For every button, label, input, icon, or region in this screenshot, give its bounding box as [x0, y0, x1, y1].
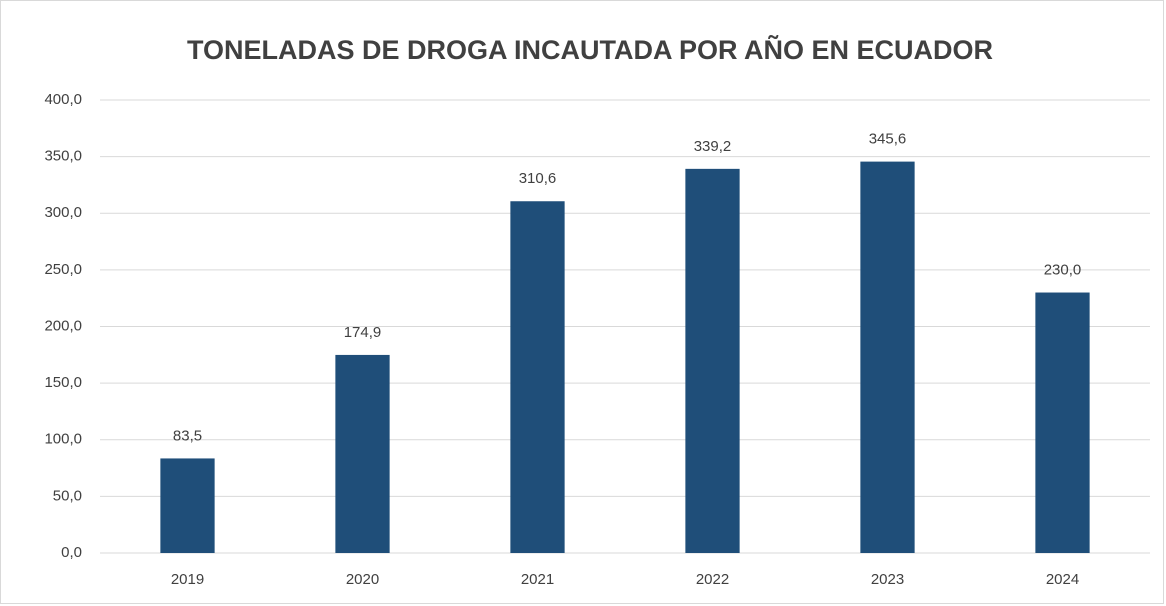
data-label: 345,6 [869, 131, 907, 148]
x-tick-label: 2024 [1046, 571, 1079, 588]
y-tick-label: 150,0 [44, 374, 82, 391]
bar [335, 354, 390, 553]
bar [510, 201, 565, 554]
y-tick-label: 0,0 [61, 544, 82, 561]
bar [1035, 292, 1090, 553]
data-label: 230,0 [1044, 261, 1082, 278]
y-tick-label: 200,0 [44, 317, 82, 334]
y-tick-label: 100,0 [44, 431, 82, 448]
y-tick-label: 300,0 [44, 204, 82, 221]
x-tick-label: 2021 [521, 571, 554, 588]
y-tick-label: 250,0 [44, 261, 82, 278]
y-tick-label: 400,0 [44, 91, 82, 108]
bar [685, 168, 740, 553]
x-tick-label: 2020 [346, 571, 379, 588]
y-tick-label: 50,0 [53, 487, 82, 504]
x-tick-label: 2023 [871, 571, 904, 588]
data-label: 83,5 [173, 427, 202, 444]
bar [160, 458, 215, 553]
data-label: 339,2 [694, 138, 732, 155]
data-label: 174,9 [344, 324, 382, 341]
chart-title: TONELADAS DE DROGA INCAUTADA POR AÑO EN … [187, 34, 993, 65]
data-label: 310,6 [519, 170, 557, 187]
x-tick-label: 2019 [171, 571, 204, 588]
y-tick-label: 350,0 [44, 148, 82, 165]
bar [860, 161, 915, 553]
x-tick-label: 2022 [696, 571, 729, 588]
